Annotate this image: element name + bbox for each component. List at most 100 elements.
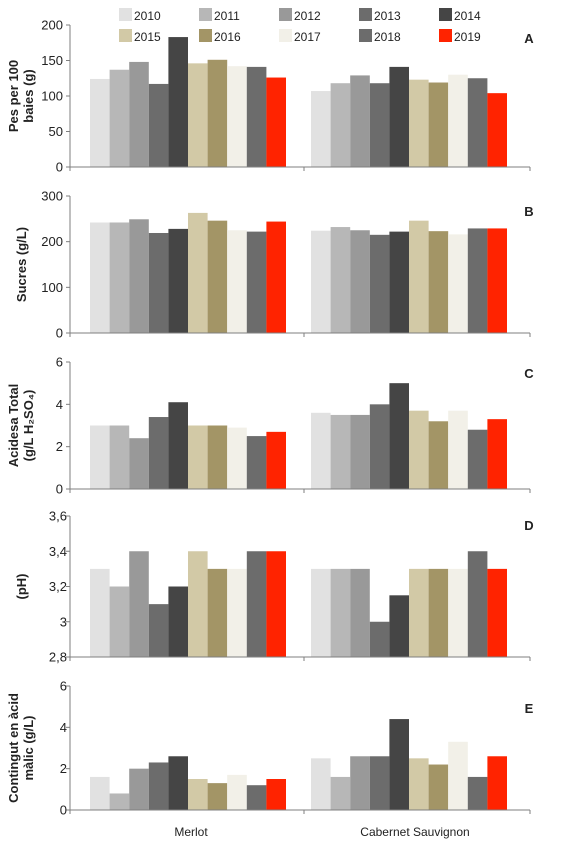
bar-A-2016-cabernet bbox=[428, 82, 449, 167]
bar-A-2010-merlot bbox=[90, 78, 110, 167]
bar-A-2018-merlot bbox=[246, 66, 267, 167]
legend-entry-2012: 2012 bbox=[279, 8, 321, 23]
category-label-cabernet-sauvignon: Cabernet Sauvignon bbox=[360, 825, 469, 839]
bar-E-2019-cabernet bbox=[487, 756, 507, 810]
legend-entry-2016: 2016 bbox=[199, 29, 241, 44]
bar-E-2011-merlot bbox=[109, 793, 130, 810]
y-tick-label-E: 0 bbox=[60, 803, 67, 818]
y-tick-label-D: 3,2 bbox=[49, 579, 67, 594]
bar-B-2013-merlot bbox=[148, 232, 169, 333]
y-tick-label-D: 3,6 bbox=[49, 509, 67, 524]
bar-E-2019-merlot bbox=[266, 779, 286, 810]
bar-E-2014-merlot bbox=[168, 756, 188, 810]
bar-E-2016-merlot bbox=[207, 783, 228, 810]
legend-label-2019: 2019 bbox=[454, 30, 481, 44]
bar-C-2017-cabernet bbox=[448, 410, 468, 489]
bar-E-2012-merlot bbox=[129, 768, 149, 810]
legend-swatch-2015 bbox=[119, 29, 132, 42]
bar-E-2013-cabernet bbox=[369, 756, 390, 810]
y-axis-label-A: Pes per 100baies (g) bbox=[6, 60, 36, 132]
panel-C: 0 2 4 6 Acidesa Total(g/L H₂SO₄) C bbox=[6, 355, 534, 497]
bar-C-2019-merlot bbox=[266, 431, 286, 489]
y-tick-label-A: 50 bbox=[49, 124, 63, 139]
bar-B-2018-merlot bbox=[246, 231, 267, 333]
bar-C-2014-cabernet bbox=[389, 383, 409, 489]
legend-entry-2017: 2017 bbox=[279, 29, 321, 44]
bar-C-2016-cabernet bbox=[428, 421, 449, 489]
bar-E-2012-cabernet bbox=[350, 756, 370, 810]
bar-D-2014-cabernet bbox=[389, 595, 409, 657]
bar-B-2014-merlot bbox=[168, 228, 188, 333]
bar-C-2012-merlot bbox=[129, 438, 149, 489]
bar-D-2011-merlot bbox=[109, 586, 130, 657]
legend-swatch-2013 bbox=[359, 8, 372, 21]
panel-letter-C: C bbox=[524, 366, 534, 381]
bar-D-2013-cabernet bbox=[369, 621, 390, 657]
bar-E-2015-cabernet bbox=[409, 758, 429, 810]
panel-letter-E: E bbox=[525, 701, 534, 716]
bar-B-2015-cabernet bbox=[409, 220, 429, 333]
bar-E-2013-merlot bbox=[148, 762, 169, 810]
bar-D-2011-cabernet bbox=[330, 568, 351, 658]
bar-D-2017-merlot bbox=[227, 568, 247, 658]
legend-label-2017: 2017 bbox=[294, 30, 321, 44]
legend-label-2016: 2016 bbox=[214, 30, 241, 44]
bar-D-2012-merlot bbox=[129, 551, 149, 657]
y-tick-label-B: 0 bbox=[56, 326, 63, 341]
bar-A-2019-merlot bbox=[266, 77, 286, 167]
legend-label-2011: 2011 bbox=[214, 9, 240, 23]
bar-A-2013-merlot bbox=[148, 83, 169, 167]
bar-B-2018-cabernet bbox=[467, 228, 488, 333]
bar-E-2016-cabernet bbox=[428, 764, 449, 810]
bar-B-2010-merlot bbox=[90, 222, 110, 333]
bar-A-2017-cabernet bbox=[448, 74, 468, 167]
legend-label-2010: 2010 bbox=[134, 9, 161, 23]
category-label-merlot: Merlot bbox=[174, 825, 208, 839]
bar-C-2011-cabernet bbox=[330, 414, 351, 489]
bar-D-2010-cabernet bbox=[311, 568, 331, 658]
y-axis-label-D: (pH) bbox=[14, 574, 29, 600]
bar-A-2012-cabernet bbox=[350, 75, 370, 167]
bar-E-2018-merlot bbox=[246, 785, 267, 810]
y-tick-label-B: 100 bbox=[41, 280, 63, 295]
y-tick-label-D: 2,8 bbox=[49, 650, 67, 665]
bar-C-2015-cabernet bbox=[409, 410, 429, 489]
legend-swatch-2012 bbox=[279, 8, 292, 21]
bar-C-2014-merlot bbox=[168, 402, 188, 489]
legend-swatch-2019 bbox=[439, 29, 452, 42]
panel-letter-B: B bbox=[524, 204, 533, 219]
bar-E-2014-cabernet bbox=[389, 719, 409, 810]
y-tick-label-A: 100 bbox=[41, 89, 63, 104]
bar-E-2010-merlot bbox=[90, 776, 110, 810]
y-tick-label-B: 300 bbox=[41, 189, 63, 204]
legend-label-2018: 2018 bbox=[374, 30, 401, 44]
bar-C-2018-cabernet bbox=[467, 429, 488, 489]
bar-A-2013-cabernet bbox=[369, 83, 390, 167]
legend-label-2013: 2013 bbox=[374, 9, 401, 23]
legend-entry-2013: 2013 bbox=[359, 8, 401, 23]
y-axis-label-E: Contingut en àcidmàlic (g/L) bbox=[6, 693, 36, 803]
y-tick-label-E: 2 bbox=[60, 761, 67, 776]
y-tick-label-C: 0 bbox=[56, 482, 63, 497]
bar-A-2014-cabernet bbox=[389, 66, 409, 167]
bar-D-2012-cabernet bbox=[350, 568, 370, 658]
legend-entry-2018: 2018 bbox=[359, 29, 401, 44]
bar-D-2019-cabernet bbox=[487, 568, 507, 658]
bar-B-2016-merlot bbox=[207, 220, 228, 333]
y-tick-label-C: 6 bbox=[56, 355, 63, 370]
legend-swatch-2010 bbox=[119, 8, 132, 21]
bar-A-2010-cabernet bbox=[311, 91, 331, 167]
y-tick-label-B: 200 bbox=[41, 234, 63, 249]
y-tick-label-A: 200 bbox=[41, 18, 63, 33]
bar-D-2016-merlot bbox=[207, 568, 228, 658]
panel-A: 0 50 100 150 200 Pes per 100baies (g) A bbox=[6, 18, 534, 175]
bar-D-2018-cabernet bbox=[467, 551, 488, 657]
bar-E-2010-cabernet bbox=[311, 758, 331, 810]
panel-D: 2,8 3 3,2 3,4 3,6 (pH) D bbox=[14, 509, 534, 665]
bar-D-2019-merlot bbox=[266, 551, 286, 657]
legend-entry-2015: 2015 bbox=[119, 29, 161, 44]
bar-A-2017-merlot bbox=[227, 66, 247, 167]
bar-E-2015-merlot bbox=[188, 779, 208, 810]
bar-E-2011-cabernet bbox=[330, 776, 351, 810]
